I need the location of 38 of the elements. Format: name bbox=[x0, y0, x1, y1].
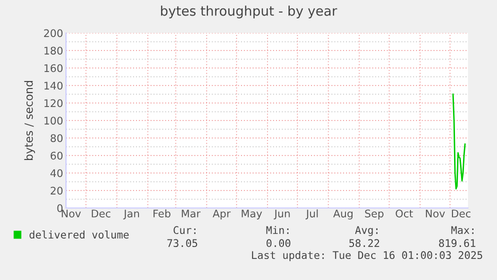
line-series bbox=[452, 94, 466, 190]
x-tick-label: Oct bbox=[396, 210, 413, 218]
x-tick-label: Aug bbox=[333, 210, 353, 220]
y-tick-label: 180 bbox=[44, 46, 63, 55]
text: Avg: bbox=[355, 226, 378, 236]
text: Cur: bbox=[174, 226, 196, 234]
y-tick-label: 60 bbox=[50, 152, 63, 160]
chart-title: bytes throughput - by year bbox=[161, 6, 338, 18]
text: 819.61 bbox=[439, 239, 476, 248]
y-tick-label: 120 bbox=[44, 99, 63, 108]
x-tick-label: May bbox=[242, 210, 262, 220]
x-tick-label: Sep bbox=[365, 210, 384, 220]
y-tick-label: 200 bbox=[44, 29, 63, 38]
y-tick-label: 140 bbox=[44, 82, 63, 90]
text: 73.05 bbox=[167, 239, 198, 248]
text: Last update: Tue Dec 16 01:00:03 2025 bbox=[252, 250, 482, 262]
text: Min: bbox=[266, 226, 288, 234]
text: Max: bbox=[451, 226, 474, 234]
y-axis-title: bytes / second bbox=[24, 80, 36, 160]
x-tick-label: Dec bbox=[92, 210, 110, 218]
y-tick-label: 0 bbox=[57, 204, 63, 212]
text: 0.00 bbox=[266, 239, 290, 248]
legend-label: delivered volume bbox=[30, 230, 129, 239]
x-tick-label: Jul bbox=[306, 209, 318, 220]
x-tick-label: Jan bbox=[123, 210, 139, 220]
x-tick-label: Dec bbox=[452, 210, 470, 218]
x-tick-label: Nov bbox=[426, 210, 445, 218]
x-tick-label: Apr bbox=[212, 210, 231, 220]
y-tick-label: 20 bbox=[50, 186, 63, 195]
y-tick-label: 40 bbox=[50, 169, 63, 178]
text: 58.22 bbox=[349, 239, 380, 248]
x-tick-label: Feb bbox=[154, 209, 170, 218]
y-tick-label: 160 bbox=[44, 64, 63, 72]
y-tick-label: 100 bbox=[44, 116, 63, 125]
y-tick-label: 80 bbox=[50, 134, 63, 142]
x-tick-label: Jun bbox=[274, 210, 290, 220]
x-tick-label: Nov bbox=[62, 210, 81, 218]
x-tick-label: Mar bbox=[182, 210, 201, 218]
